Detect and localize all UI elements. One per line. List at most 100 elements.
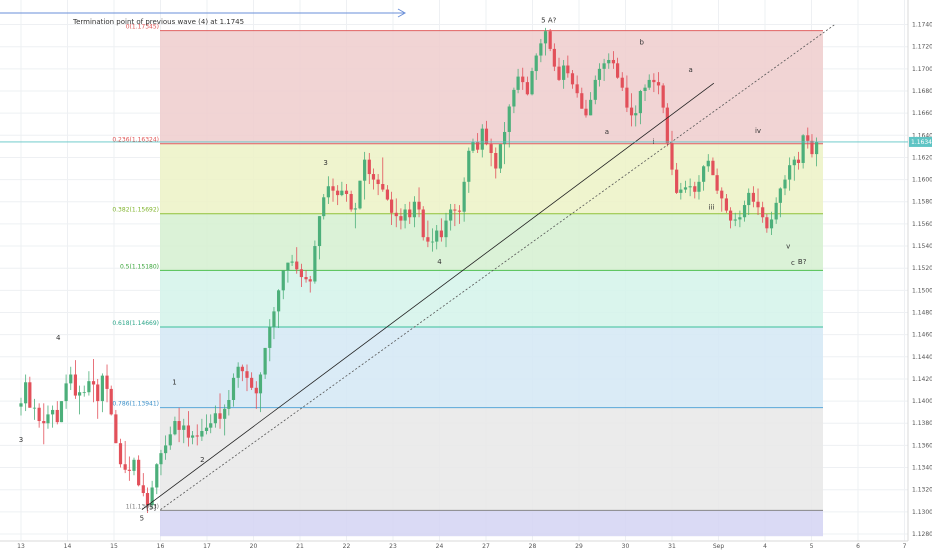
- price-tick-label: 1.15000: [912, 287, 932, 294]
- time-tick-label: 13: [17, 543, 25, 550]
- candle-body: [281, 270, 285, 291]
- wave-label: 3: [323, 159, 327, 167]
- fib-level-label: 0.236(1.16324): [112, 137, 159, 144]
- time-tick-label: 31: [668, 543, 676, 550]
- candle-body: [218, 413, 222, 419]
- candle-body: [652, 79, 656, 83]
- trendline: [160, 24, 835, 510]
- candle-body: [69, 374, 73, 384]
- candle-body: [697, 181, 701, 192]
- price-tick-label: 1.16000: [912, 177, 932, 184]
- candle-body: [326, 186, 330, 198]
- wave-label: 4: [437, 258, 442, 266]
- candle-body: [462, 181, 466, 212]
- candle-body: [263, 347, 267, 375]
- candle-body: [173, 421, 177, 435]
- candle-body: [688, 186, 692, 188]
- candle-body: [59, 401, 64, 423]
- wave-label: 5 A?: [541, 16, 556, 24]
- time-tick-label: 4: [763, 543, 767, 550]
- price-tick-label: 1.16800: [912, 88, 932, 95]
- candle-body: [584, 108, 588, 116]
- candle-body: [105, 375, 109, 389]
- price-tick-label: 1.15800: [912, 199, 932, 206]
- candle-body: [145, 493, 150, 506]
- candle-body: [155, 464, 159, 488]
- wave-label: a: [688, 66, 692, 74]
- candle-body: [665, 107, 669, 144]
- candle-body: [503, 131, 507, 145]
- candle-body: [177, 421, 181, 430]
- time-tick-label: Sep: [713, 543, 725, 550]
- candle-body: [742, 205, 747, 218]
- candle-body: [453, 209, 457, 211]
- candle-body: [381, 184, 385, 190]
- candle-body: [64, 383, 68, 402]
- wave-label: 1: [172, 378, 176, 386]
- candle-body: [254, 387, 258, 394]
- candle-body: [109, 388, 113, 415]
- candle-body: [769, 219, 774, 229]
- candle-body: [728, 210, 733, 221]
- candle-body: [55, 409, 59, 423]
- candle-body: [363, 159, 367, 181]
- candle-body: [570, 73, 575, 85]
- wave-label: 4: [56, 334, 61, 342]
- time-tick-label: 17: [203, 543, 211, 550]
- candle-body: [675, 169, 679, 193]
- wave-label: c: [791, 259, 795, 267]
- candle-body: [679, 189, 683, 193]
- candle-body: [182, 425, 186, 430]
- candle-body: [449, 209, 453, 221]
- candle-body: [250, 377, 254, 388]
- time-tick-label: 24: [436, 543, 444, 550]
- candle-body: [371, 174, 376, 180]
- candle-body: [643, 87, 647, 91]
- candle-body: [127, 469, 131, 471]
- time-tick-label: 7: [903, 543, 907, 550]
- candlestick-series: [19, 27, 819, 513]
- candle-body: [607, 59, 611, 64]
- price-tick-label: 1.16400: [912, 132, 932, 139]
- fibonacci-retracement[interactable]: 0.236(1.16324) 0.382(1.15692) 0.5(1.15180)…: [112, 24, 823, 537]
- candle-body: [670, 143, 674, 170]
- fib-level-label: 0.382(1.15692): [112, 207, 159, 214]
- candle-body: [625, 87, 629, 108]
- price-tick-label: 1.14600: [912, 332, 932, 339]
- trendline: [141, 82, 715, 510]
- time-axis[interactable]: 13 14 15 16 17 20 21 22 23 24 27 28 29 30 31 Sep 4 5 6 7: [0, 540, 932, 550]
- candle-body: [141, 485, 145, 494]
- wave-label: B?: [798, 258, 807, 266]
- candle-body: [738, 217, 742, 220]
- candle-body: [37, 407, 41, 422]
- annotation-group[interactable]: Termination point of previous wave (4) a…: [0, 8, 407, 26]
- fib-band: [160, 407, 823, 511]
- fib-level-label: 0(1.17345): [126, 24, 159, 31]
- candle-body: [715, 175, 719, 191]
- time-tick-label: 16: [157, 543, 165, 550]
- price-tick-label: 1.15600: [912, 221, 932, 228]
- price-tick-label: 1.14400: [912, 354, 932, 361]
- fib-band: [160, 270, 823, 328]
- candle-body: [761, 207, 765, 218]
- candle-body: [661, 85, 665, 108]
- fib-band: [160, 327, 823, 408]
- candle-body: [525, 82, 529, 95]
- candle-body: [24, 382, 28, 404]
- candle-body: [733, 219, 737, 221]
- candle-body: [385, 189, 390, 200]
- wave-label: 2: [200, 456, 204, 464]
- time-tick-label: 29: [575, 543, 583, 550]
- candle-body: [796, 159, 801, 163]
- trendlines[interactable]: [141, 24, 835, 510]
- candle-body: [778, 188, 782, 203]
- price-axis[interactable]: 1.17400 1.17200 1.17000 1.16800 1.16600 1.164…: [907, 0, 932, 550]
- candle-body: [231, 377, 236, 400]
- candle-body: [268, 326, 272, 348]
- candle-body: [629, 107, 634, 116]
- fib-band: [160, 30, 823, 144]
- candle-body: [702, 166, 706, 182]
- candle-body: [358, 180, 362, 209]
- candle-body: [788, 165, 792, 180]
